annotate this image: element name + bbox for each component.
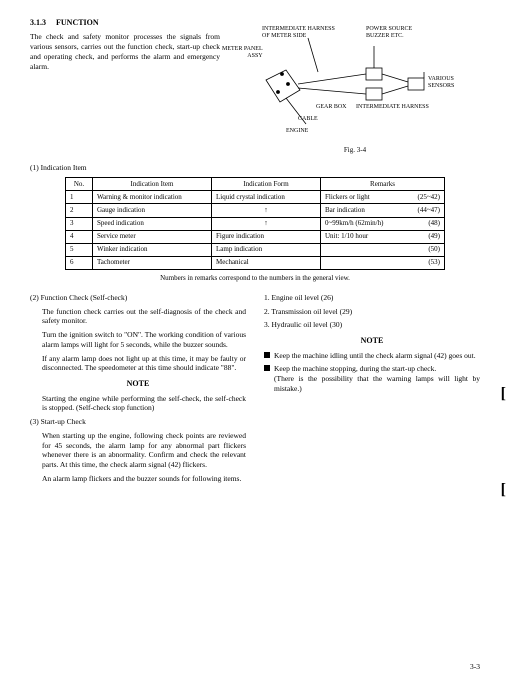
- table-row: 1Warning & monitor indicationLiquid crys…: [66, 191, 445, 204]
- s3-b: An alarm lamp flickers and the buzzer so…: [30, 474, 246, 484]
- note-heading-right: NOTE: [264, 336, 480, 346]
- list-3: 3. Hydraulic oil level (30): [264, 320, 480, 330]
- section-heading: 3.1.3 FUNCTION: [30, 18, 480, 28]
- bullet-2: Keep the machine stopping, during the st…: [264, 364, 480, 393]
- table-row: 5Winker indicationLamp indication(50): [66, 243, 445, 256]
- s2-a: The function check carries out the self-…: [30, 307, 246, 327]
- s2-c: If any alarm lamp does not light up at t…: [30, 354, 246, 374]
- label-various: VARIOUS SENSORS: [428, 76, 454, 89]
- s2-heading: (2) Function Check (Self-check): [30, 293, 246, 303]
- s2-b: Turn the ignition switch to "ON". The wo…: [30, 330, 246, 350]
- square-bullet-icon: [264, 352, 270, 358]
- square-bullet-icon: [264, 365, 270, 371]
- table-header-row: No. Indication Item Indication Form Rema…: [66, 178, 445, 191]
- table-row: 2Gauge indication↑Bar indication(44~47): [66, 204, 445, 217]
- note-heading-left: NOTE: [30, 379, 246, 389]
- right-column: 1. Engine oil level (26) 2. Transmission…: [264, 293, 480, 488]
- label-inter2: INTERMEDIATE HARNESS: [356, 104, 429, 110]
- indication-table: No. Indication Item Indication Form Rema…: [65, 177, 445, 270]
- label-cable: CABLE: [298, 116, 318, 122]
- table-row: 3Speed indication↑0~99km/h (62min/h)(48): [66, 217, 445, 230]
- s3-a: When starting up the engine, following c…: [30, 431, 246, 470]
- section-title: FUNCTION: [56, 18, 99, 27]
- bullet-1: Keep the machine idling until the check …: [264, 351, 480, 361]
- left-column: (2) Function Check (Self-check) The func…: [30, 293, 246, 488]
- intro-paragraph: The check and safety monitor processes t…: [30, 32, 220, 71]
- bracket-mark: [: [501, 482, 506, 498]
- section-number: 3.1.3: [30, 18, 46, 28]
- list-1: 1. Engine oil level (26): [264, 293, 480, 303]
- figure-caption: Fig. 3-4: [30, 146, 480, 155]
- table-note: Numbers in remarks correspond to the num…: [30, 274, 480, 283]
- s3-heading: (3) Start-up Check: [30, 417, 246, 427]
- bracket-mark: [: [501, 386, 506, 402]
- label-gearbox: GEAR BOX: [316, 104, 347, 110]
- list-2: 2. Transmission oil level (29): [264, 307, 480, 317]
- label-power: POWER SOURCE BUZZER ETC.: [366, 26, 412, 39]
- item-1-heading: (1) Indication Item: [30, 163, 480, 173]
- diagram: INTERMEDIATE HARNESS OF METER SIDE POWER…: [228, 32, 480, 142]
- s2-d: Starting the engine while performing the…: [30, 394, 246, 414]
- label-inter-harness: INTERMEDIATE HARNESS OF METER SIDE: [262, 26, 335, 39]
- label-engine: ENGINE: [286, 128, 308, 134]
- label-meter: METER PANEL ASSY: [222, 46, 263, 59]
- table-row: 6TachometerMechanical(53): [66, 256, 445, 269]
- page-number: 3-3: [470, 662, 480, 672]
- table-row: 4Service meterFigure indicationUnit: 1/1…: [66, 230, 445, 243]
